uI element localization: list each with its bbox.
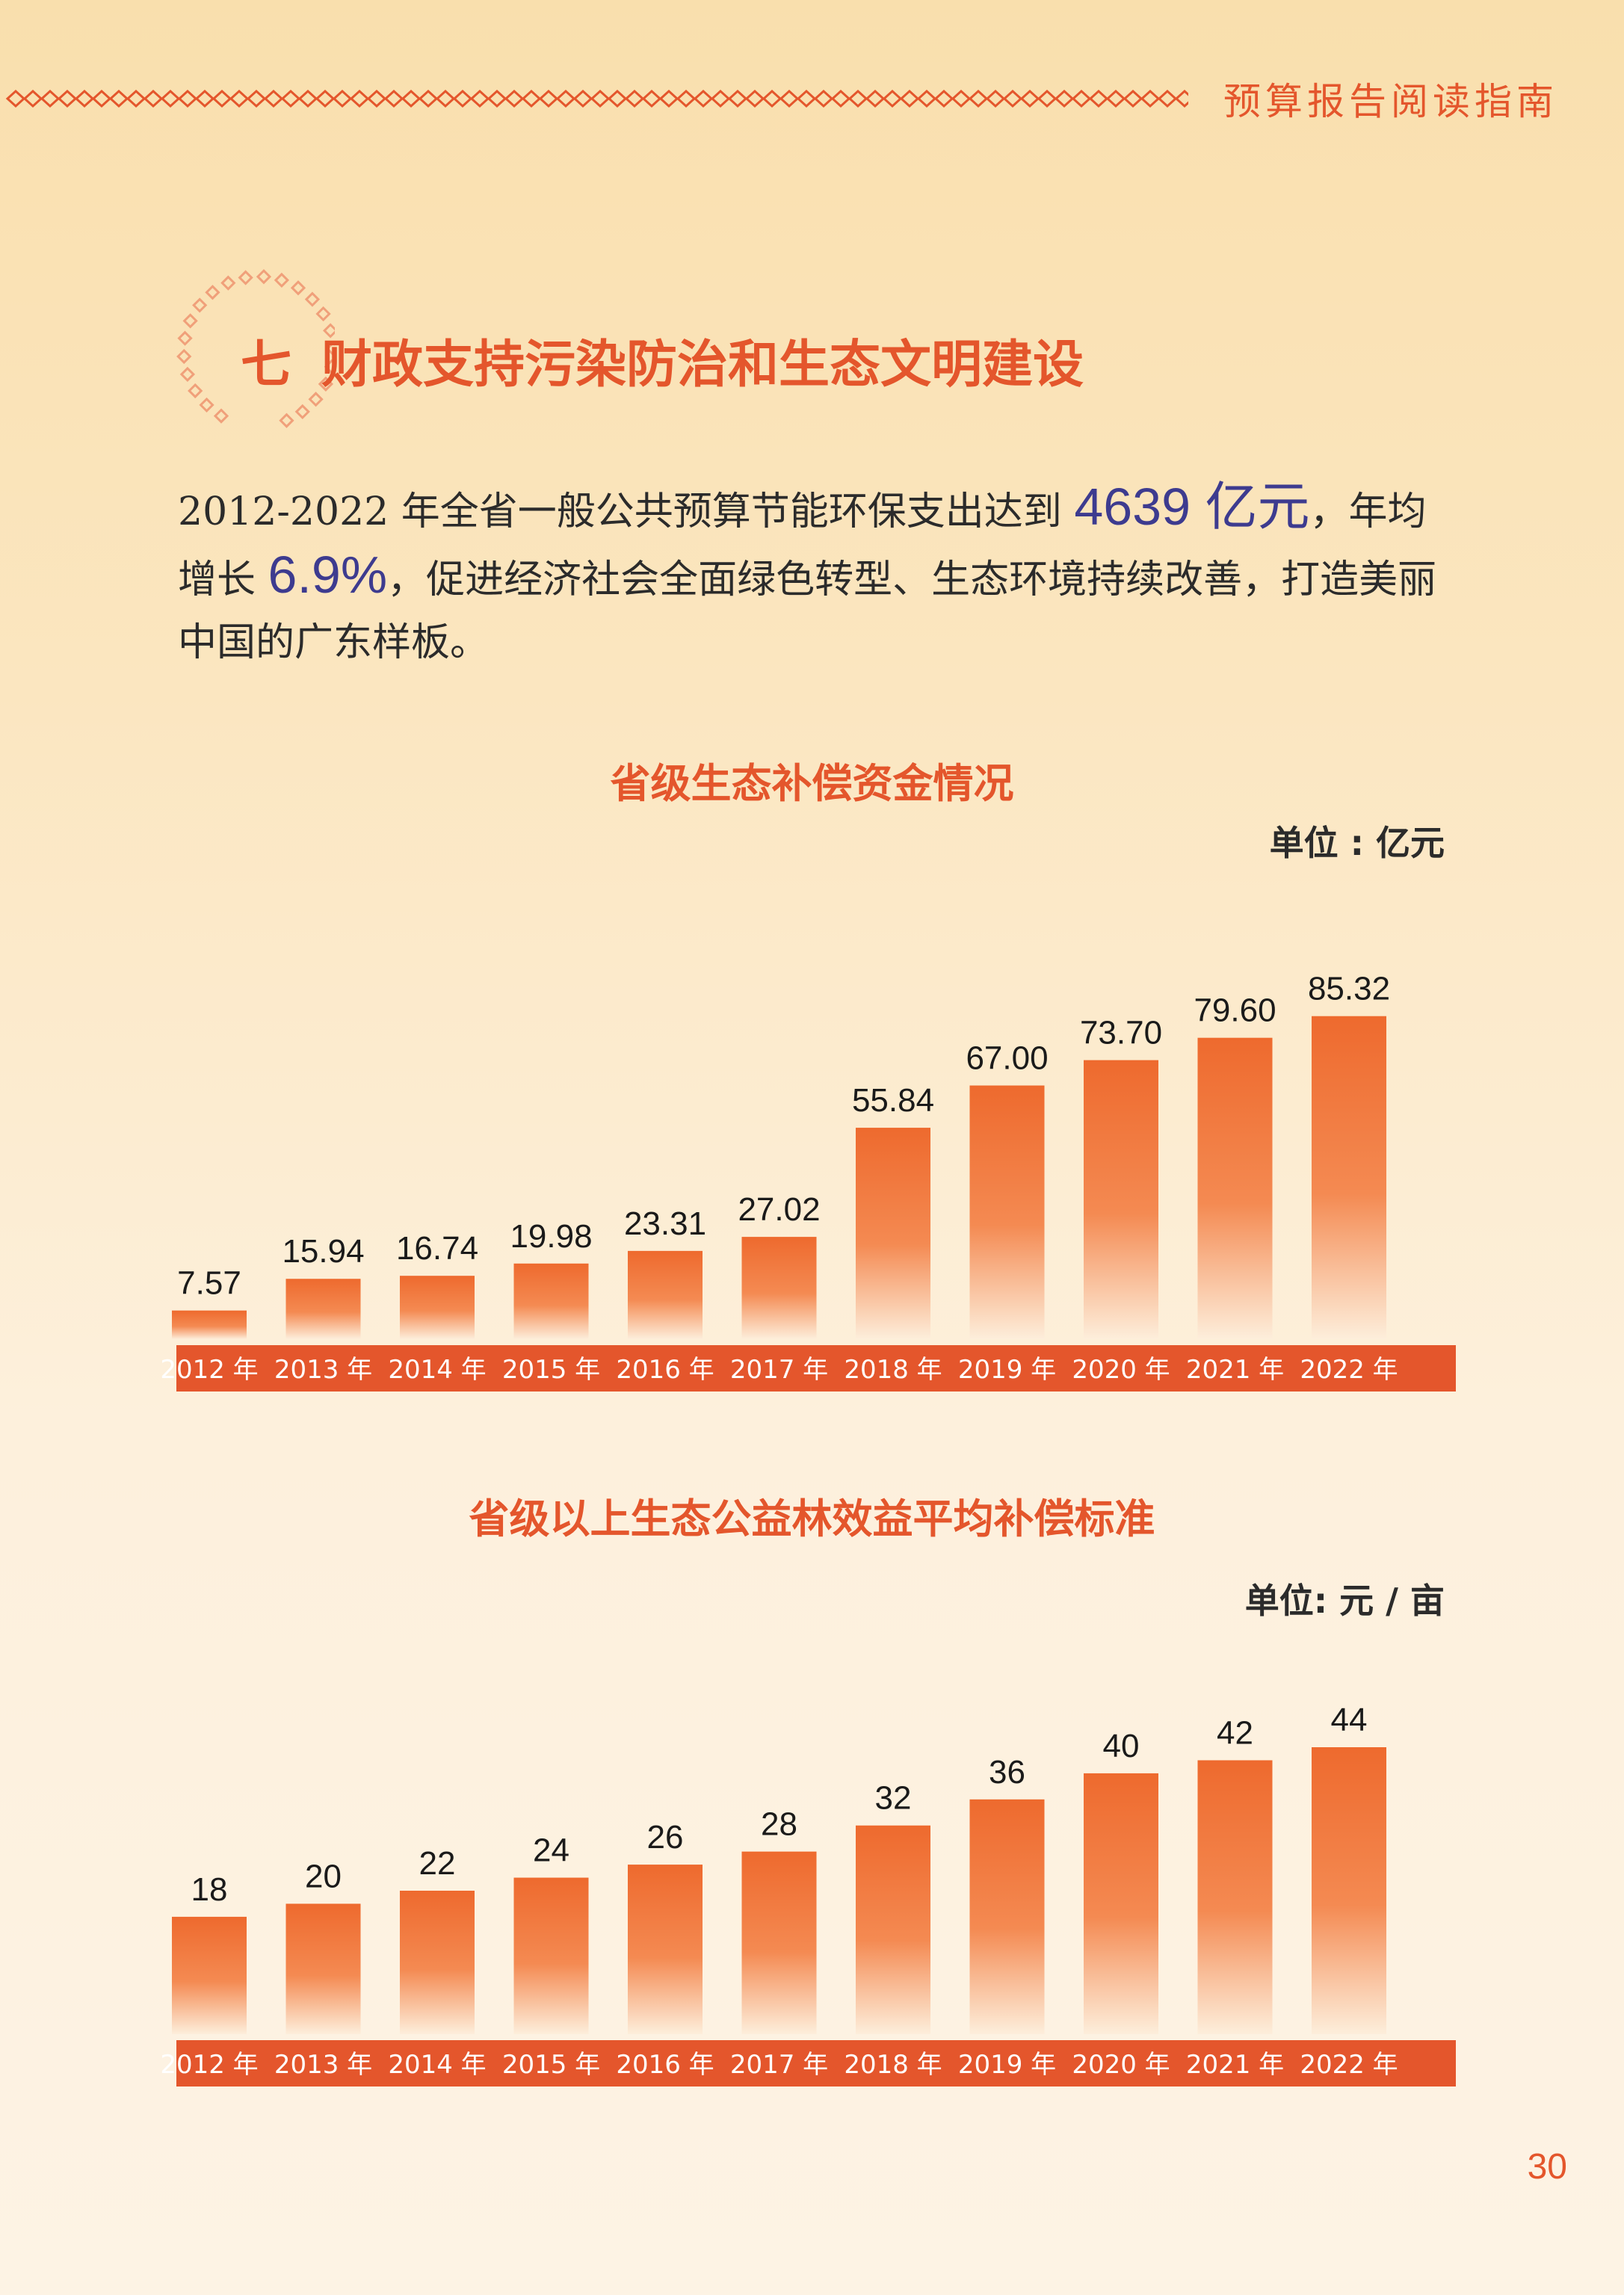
bar-value-label: 79.60 — [1194, 992, 1276, 1029]
bar — [172, 1310, 247, 1339]
x-tick-label: 2018 年 — [844, 2050, 942, 2080]
bar — [400, 1891, 475, 2034]
bar — [285, 1903, 361, 2034]
x-tick-label: 2020 年 — [1072, 2050, 1170, 2080]
bar-value-label: 22 — [419, 1845, 456, 1882]
section-title: 七财政支持污染防治和生态文明建设 — [241, 323, 1084, 397]
x-tick-label: 2018 年 — [844, 1355, 942, 1385]
x-tick-label: 2020 年 — [1072, 1355, 1170, 1385]
bar — [1084, 1773, 1158, 2034]
bar — [1197, 1760, 1273, 2034]
bar — [969, 1085, 1045, 1339]
intro-text-1: 2012-2022 年全省一般公共预算节能环保支出达到 — [178, 489, 1075, 534]
x-tick-label: 2015 年 — [502, 2050, 600, 2080]
section-title-text: 财政支持污染防治和生态文明建设 — [321, 336, 1084, 395]
bar-value-label: 26 — [647, 1819, 684, 1856]
diamond-border-decoration — [5, 89, 1188, 108]
bar — [741, 1851, 817, 2034]
x-tick-label: 2013 年 — [274, 2050, 372, 2080]
x-tick-label: 2022 年 — [1300, 1355, 1398, 1385]
bar — [400, 1276, 475, 1339]
bar-value-label: 36 — [989, 1754, 1025, 1791]
bar-value-label: 18 — [191, 1871, 228, 1908]
intro-text-2: ，年均增长 — [178, 489, 1427, 602]
bar-value-label: 24 — [533, 1832, 569, 1869]
bar-value-label: 7.57 — [177, 1265, 241, 1302]
bar-value-label: 16.74 — [396, 1230, 478, 1267]
chart-1-svg: 7.57 15.94 16.74 19.98 23.31 27.02 55.84 67.00 7… — [160, 971, 1456, 1391]
bar — [1197, 1037, 1273, 1339]
bar-value-label: 23.31 — [624, 1205, 706, 1242]
x-tick-label: 2014 年 — [388, 2050, 486, 2080]
intro-highlight-growth: 6.9% — [268, 546, 388, 604]
x-tick-label: 2015 年 — [502, 1355, 600, 1385]
bar — [513, 1263, 589, 1339]
bar — [172, 1916, 247, 2034]
x-tick-label: 2019 年 — [958, 2050, 1056, 2080]
bar — [1084, 1060, 1158, 1339]
bar-value-label: 27.02 — [738, 1191, 820, 1228]
bar — [628, 1250, 703, 1339]
chart-1-unit: 单位 : 亿元 — [1269, 823, 1445, 863]
x-tick-label: 2016 年 — [616, 1355, 714, 1385]
bar — [969, 1799, 1045, 2034]
x-tick-label: 2014 年 — [388, 1355, 486, 1385]
bar-value-label: 85.32 — [1308, 971, 1390, 1007]
intro-paragraph: 2012-2022 年全省一般公共预算节能环保支出达到 4639 亿元，年均增长… — [178, 475, 1463, 674]
bar — [513, 1877, 589, 2034]
x-tick-label: 2022 年 — [1300, 2050, 1398, 2080]
bar — [856, 1128, 930, 1339]
intro-text-3: ，促进经济社会全面绿色转型、生态环境持续改善，打造美丽中国的广东样板。 — [178, 557, 1437, 665]
chart-2-svg: 18 20 22 24 26 28 32 36 40 42 44 2012 年 2013 年 2014 年… — [160, 1702, 1456, 2086]
bar — [1312, 1016, 1386, 1339]
x-tick-label: 2013 年 — [274, 1355, 372, 1385]
bar-value-label: 73.70 — [1080, 1015, 1162, 1051]
x-tick-label: 2021 年 — [1186, 2050, 1284, 2080]
bar — [628, 1865, 703, 2034]
bar-value-label: 32 — [875, 1780, 912, 1817]
header-title: 预算报告阅读指南 — [1223, 80, 1558, 123]
section-number: 七 — [241, 336, 292, 395]
bar — [741, 1237, 817, 1339]
x-axis-band — [176, 1345, 1456, 1391]
x-axis-band — [176, 2040, 1456, 2086]
x-tick-label: 2016 年 — [616, 2050, 714, 2080]
bar-value-label: 20 — [305, 1858, 342, 1894]
bar-value-label: 19.98 — [510, 1218, 592, 1255]
bar-value-label: 44 — [1331, 1702, 1368, 1738]
chart-1: 7.57 15.94 16.74 19.98 23.31 27.02 55.84 67.00 7… — [0, 897, 1624, 1405]
chart-2: 18 20 22 24 26 28 32 36 40 42 44 2012 年 2013 年 2014 年… — [0, 1674, 1624, 2100]
bar-value-label: 55.84 — [852, 1082, 934, 1119]
x-tick-label: 2017 年 — [730, 1355, 828, 1385]
x-tick-label: 2021 年 — [1186, 1355, 1284, 1385]
chart-1-title: 省级生态补偿资金情况 — [610, 760, 1014, 807]
bar-value-label: 40 — [1103, 1728, 1140, 1764]
x-tick-label: 2012 年 — [160, 2050, 258, 2080]
bar-value-label: 15.94 — [282, 1233, 364, 1270]
x-tick-label: 2017 年 — [730, 2050, 828, 2080]
bar-value-label: 42 — [1217, 1714, 1253, 1751]
x-tick-label: 2019 年 — [958, 1355, 1056, 1385]
page-number: 30 — [1527, 2147, 1567, 2187]
bar — [285, 1279, 361, 1339]
diamond-ring-ornament — [176, 269, 335, 428]
bar — [1312, 1747, 1386, 2034]
bar-value-label: 28 — [761, 1806, 797, 1843]
intro-highlight-total: 4639 亿元 — [1074, 478, 1310, 536]
chart-2-unit: 单位: 元 / 亩 — [1244, 1581, 1445, 1621]
bar — [856, 1825, 930, 2034]
x-tick-label: 2012 年 — [160, 1355, 258, 1385]
bar-value-label: 67.00 — [966, 1040, 1048, 1077]
chart-2-title: 省级以上生态公益林效益平均补偿标准 — [469, 1495, 1155, 1542]
